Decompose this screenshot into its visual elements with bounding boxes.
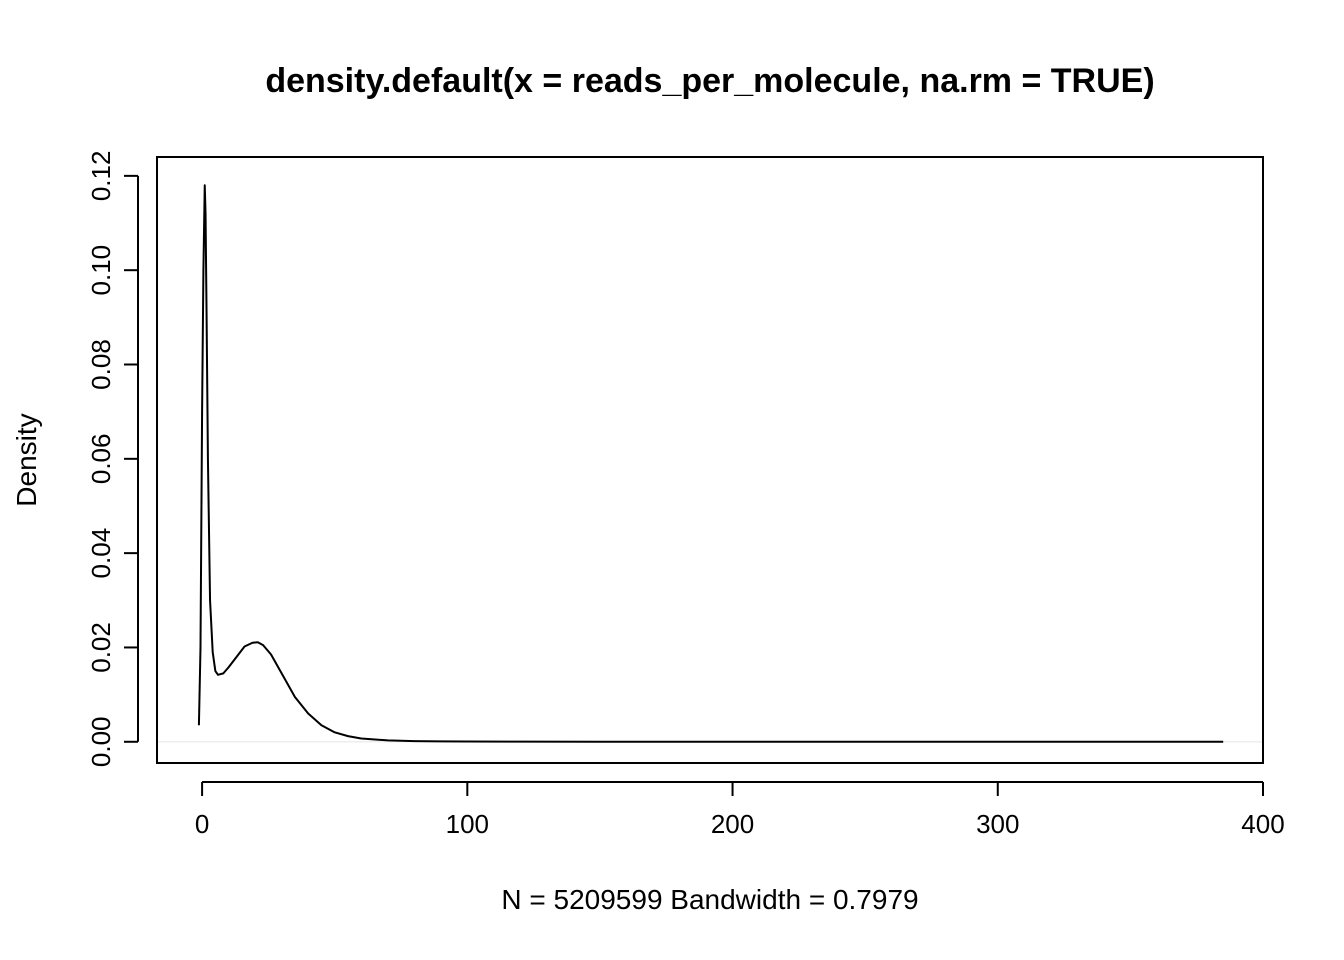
x-tick-label: 0 [195, 809, 209, 839]
y-tick-label: 0.08 [86, 339, 116, 390]
density-curve [197, 184, 1224, 743]
y-tick-label: 0.02 [86, 622, 116, 673]
x-tick-label: 100 [446, 809, 489, 839]
x-axis: 0 100 200 300 400 [195, 781, 1285, 839]
y-axis: 0.00 0.02 0.04 0.06 0.08 0.10 0.12 [86, 151, 139, 767]
x-axis-label: N = 5209599 Bandwidth = 0.7979 [501, 884, 918, 915]
y-tick-label: 0.00 [86, 716, 116, 767]
y-tick-label: 0.10 [86, 245, 116, 296]
y-tick-label: 0.06 [86, 434, 116, 485]
y-tick-label: 0.12 [86, 151, 116, 202]
y-axis-label: Density [11, 413, 42, 506]
y-tick-label: 0.04 [86, 528, 116, 579]
x-tick-label: 300 [976, 809, 1019, 839]
plot-frame [156, 156, 1264, 764]
x-tick-label: 200 [711, 809, 754, 839]
x-tick-label: 400 [1241, 809, 1284, 839]
chart-title: density.default(x = reads_per_molecule, … [265, 62, 1154, 100]
